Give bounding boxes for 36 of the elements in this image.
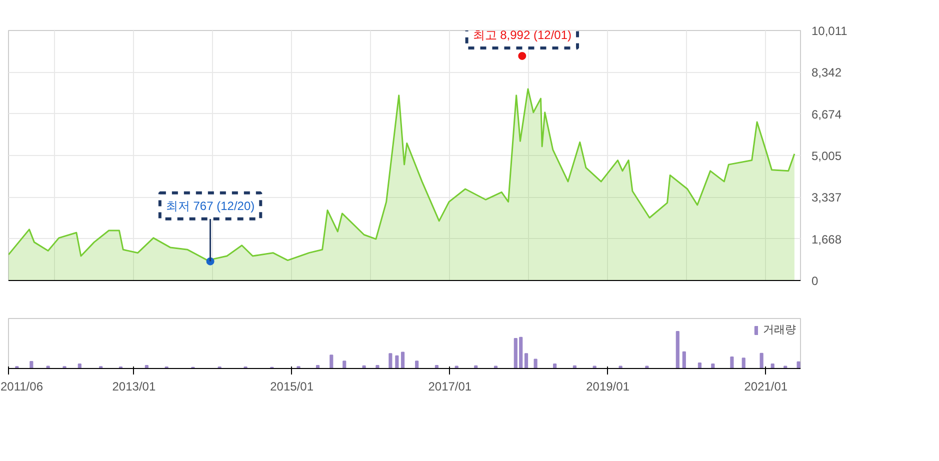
legend-label: 거래량 [763,323,796,337]
bar [78,364,82,368]
bar [415,360,419,368]
bar [796,361,800,368]
bar [30,360,34,368]
y-tick-label: 1,668 [812,232,842,246]
bar [553,364,557,368]
bar [730,356,734,368]
y-tick-label: 0 [812,274,818,288]
y-tick-label: 3,337 [812,190,842,205]
bar [376,365,380,368]
x-tick-label: 2015/01 [270,380,314,394]
y-tick-label: 10,011 [812,24,848,38]
bar [330,354,334,368]
bar [711,364,715,368]
bar [342,360,346,368]
bar [524,353,528,368]
bar [676,330,680,368]
bar [534,358,538,368]
y-tick-label: 6,674 [812,107,842,122]
y-tick-label: 5,005 [812,149,842,164]
y-tick-label: 8,342 [812,66,842,80]
x-tick-label: 2021/01 [744,380,788,394]
x-tick-label: 2019/01 [586,380,630,394]
bar [400,352,405,368]
bar [770,364,774,368]
x-tick-label: 2017/01 [428,380,472,394]
bar [698,362,702,368]
bar [682,351,686,368]
x-tick-label: 2013/01 [112,380,156,394]
bar [388,353,392,368]
bar [395,355,399,368]
bar [742,358,746,368]
annotation: 최저 767 (12/20) [166,198,255,213]
text: 2011/06 [0,380,43,394]
bar [760,352,764,368]
